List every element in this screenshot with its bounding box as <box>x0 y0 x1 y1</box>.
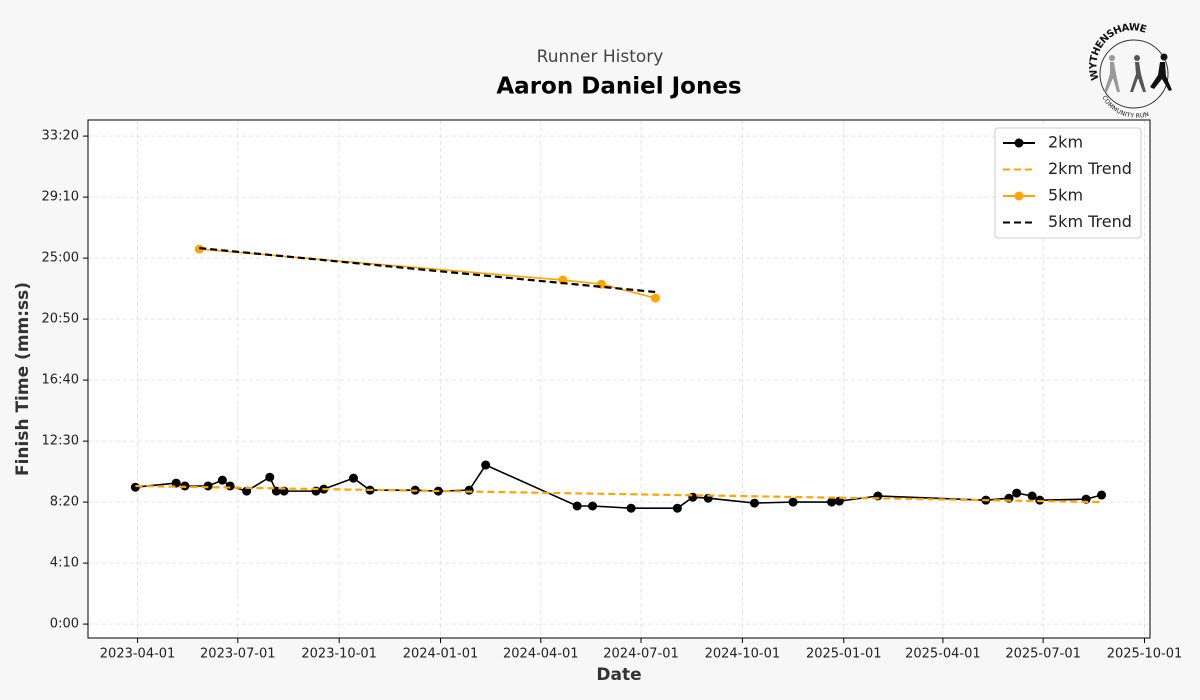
logo-runner <box>1150 53 1172 91</box>
data-point <box>827 497 837 507</box>
data-point <box>572 501 582 511</box>
y-tick-label: 0:00 <box>50 617 79 632</box>
y-axis-label: Finish Time (mm:ss) <box>13 282 33 476</box>
x-tick-label: 2025-01-01 <box>806 647 882 662</box>
series-line <box>135 484 1102 504</box>
plot-frame <box>87 119 1151 639</box>
data-point <box>217 475 227 485</box>
data-point <box>588 501 598 511</box>
data-point <box>225 481 235 491</box>
x-tick-label: 2024-04-01 <box>503 647 579 662</box>
legend-marker <box>1014 191 1024 201</box>
legend-label: 5km Trend <box>1048 212 1132 231</box>
x-tick-label: 2025-04-01 <box>905 647 981 662</box>
legend-marker <box>1014 138 1024 148</box>
data-point <box>265 472 275 482</box>
y-tick-label: 12:30 <box>42 434 79 449</box>
x-tick-label: 2024-01-01 <box>403 647 479 662</box>
logo-runner <box>1130 55 1146 92</box>
logo-ring <box>1099 39 1169 109</box>
y-tick-label: 33:20 <box>42 129 79 144</box>
data-point <box>1012 488 1022 498</box>
logo: WYTHENSHAWE COMMUNITY RUN <box>1088 22 1172 119</box>
data-point <box>481 460 491 470</box>
plot-area <box>88 120 1150 638</box>
data-point <box>672 503 682 513</box>
data-point <box>834 496 844 506</box>
y-tick-label: 29:10 <box>42 190 79 205</box>
data-point <box>171 478 181 488</box>
y-tick-label: 20:50 <box>42 312 79 327</box>
data-point <box>688 492 698 502</box>
x-axis-label: Date <box>596 665 641 685</box>
x-tick-label: 2024-07-01 <box>603 647 679 662</box>
logo-runner <box>1104 55 1120 92</box>
legend-label: 2km <box>1048 133 1083 152</box>
x-tick-label: 2024-10-01 <box>705 647 781 662</box>
data-point <box>788 497 798 507</box>
data-point <box>1097 490 1107 500</box>
data-point <box>1027 491 1037 501</box>
y-tick-label: 16:40 <box>42 373 79 388</box>
legend-label: 5km <box>1048 186 1083 205</box>
y-tick-label: 4:10 <box>50 556 79 571</box>
x-tick-label: 2025-07-01 <box>1005 647 1081 662</box>
data-point <box>464 485 474 495</box>
x-tick-label: 2025-10-01 <box>1107 647 1183 662</box>
data-point <box>203 481 213 491</box>
x-tick-label: 2023-04-01 <box>100 647 176 662</box>
legend-label: 2km Trend <box>1048 159 1132 178</box>
data-point <box>626 503 636 513</box>
chart-subtitle: Runner History <box>537 47 664 67</box>
y-tick-label: 25:00 <box>42 251 79 266</box>
chart-title: Aaron Daniel Jones <box>496 74 741 100</box>
legend-box <box>994 127 1142 239</box>
data-point <box>750 498 760 508</box>
data-point <box>130 482 140 492</box>
data-point <box>349 473 358 483</box>
x-tick-label: 2023-10-01 <box>301 647 377 662</box>
data-point <box>650 293 660 303</box>
y-tick-label: 8:20 <box>50 495 79 510</box>
x-tick-label: 2023-07-01 <box>200 647 276 662</box>
